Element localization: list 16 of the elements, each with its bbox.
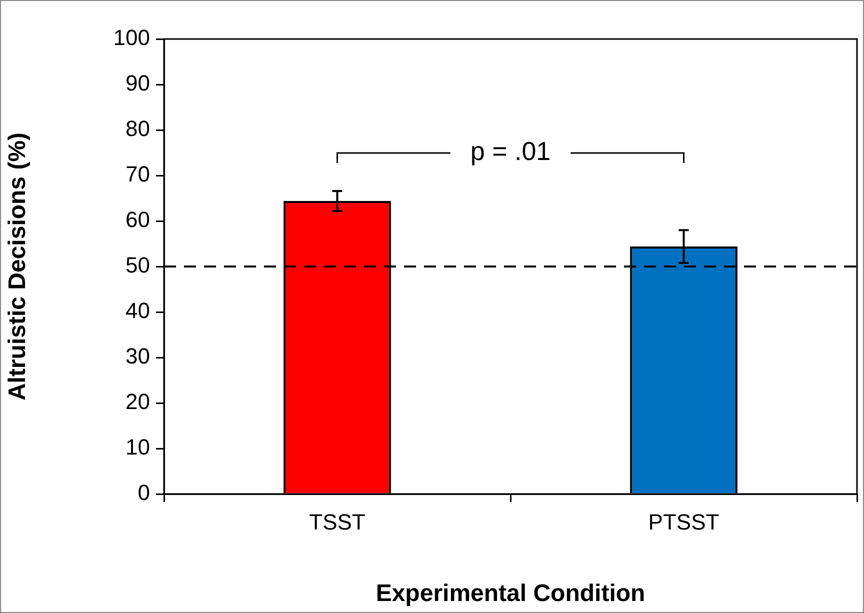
y-tick-label: 60: [126, 207, 150, 232]
x-tick-label: TSST: [309, 509, 366, 534]
y-tick-label: 40: [126, 298, 150, 324]
annotation: p = .01: [470, 136, 551, 166]
y-tick-label: 20: [126, 389, 150, 414]
y-tick-label: 90: [126, 70, 150, 96]
y-tick-label: 50: [126, 252, 150, 278]
y-tick-label: 80: [126, 116, 150, 142]
y-tick-label: 10: [126, 434, 150, 460]
y-tick-label: 70: [126, 162, 150, 187]
x-tick-label: PTSST: [648, 509, 720, 534]
x-axis-title: Experimental Condition: [376, 580, 646, 608]
y-tick-label: 100: [113, 25, 150, 50]
y-axis-title: Altruistic Decisions (%): [4, 132, 32, 401]
y-tick-label: 0: [138, 480, 150, 506]
y-tick-label: 30: [126, 344, 150, 369]
